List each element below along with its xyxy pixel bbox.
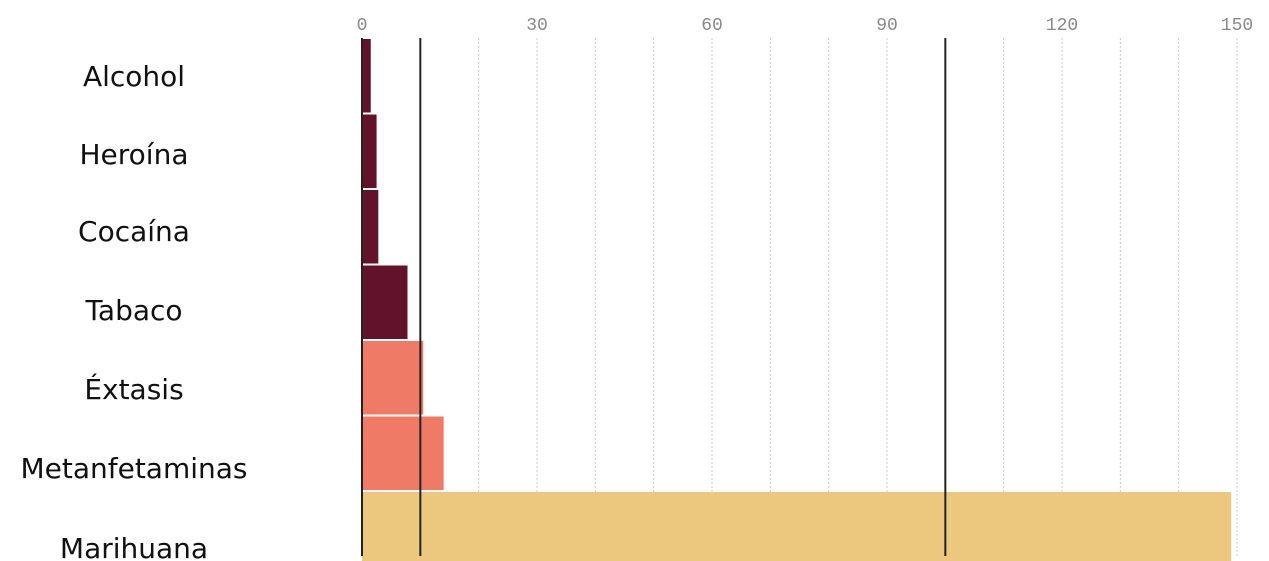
category-label: Metanfetaminas (20, 452, 247, 485)
x-tick-label: 150 (1221, 16, 1253, 36)
category-label: Marihuana (60, 532, 208, 561)
reference-lines (361, 38, 947, 556)
bar-marihuana (362, 492, 1232, 561)
bars (362, 39, 1232, 561)
x-tick-label: 120 (1046, 16, 1078, 36)
bar-heroína (362, 114, 377, 188)
category-label: Alcohol (83, 60, 185, 93)
grid (478, 38, 1238, 556)
bar-éxtasis (362, 341, 424, 415)
category-label: Tabaco (84, 294, 182, 327)
x-tick-label: 0 (357, 16, 368, 36)
category-label: Cocaína (78, 215, 190, 248)
x-tick-label: 30 (526, 16, 548, 36)
category-label: Éxtasis (84, 372, 183, 406)
x-tick-labels: 0 30 60 90 120 150 (357, 16, 1254, 36)
bar-cocaína (362, 190, 379, 264)
bar-alcohol (362, 39, 371, 113)
x-tick-label: 90 (876, 16, 898, 36)
category-labels: Alcohol Heroína Cocaína Tabaco Éxtasis Metanf… (20, 60, 247, 561)
bar-tabaco (362, 265, 408, 339)
x-tick-label: 60 (701, 16, 723, 36)
category-label: Heroína (80, 138, 189, 171)
bar-metanfetaminas (362, 416, 444, 490)
